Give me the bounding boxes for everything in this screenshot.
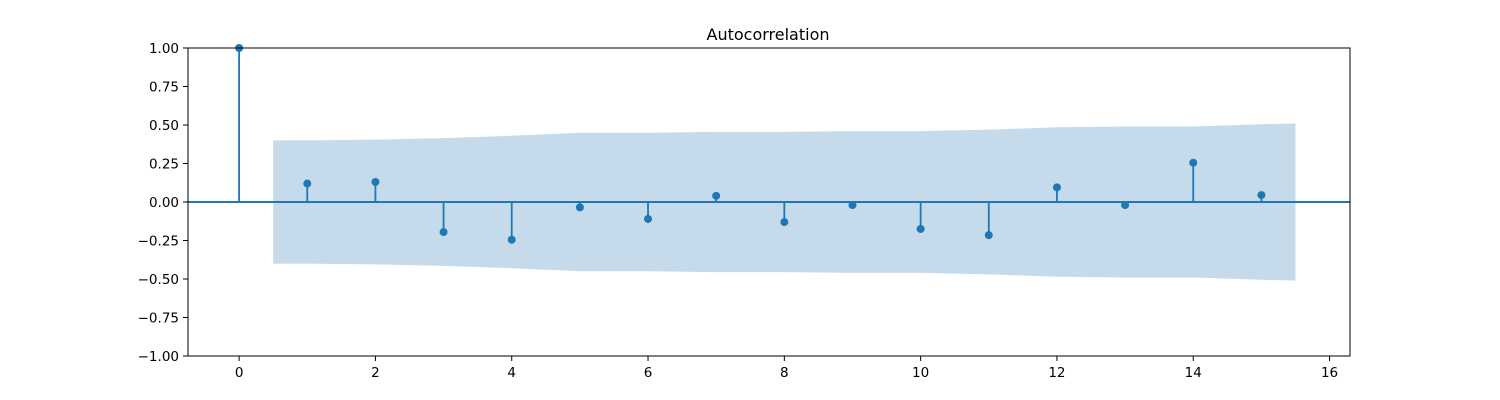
marker-lag-1 [303, 179, 312, 188]
marker-lag-8 [780, 218, 789, 227]
marker-lag-12 [1052, 183, 1061, 192]
marker-lag-10 [916, 224, 925, 233]
marker-lag-13 [1121, 201, 1130, 210]
x-tick-label-16: 16 [1321, 365, 1338, 381]
x-tick-label-4: 4 [507, 365, 516, 381]
y-tick-label-0: −1.00 [138, 349, 179, 365]
marker-lag-5 [575, 203, 584, 212]
ticks-layer: 0 2 4 6 8 10 12 14 16 −1.00 −0.75 −0.50 −0.25 0.00 0.2… [138, 41, 1339, 381]
marker-lag-3 [439, 228, 448, 237]
x-tick-label-6: 6 [644, 365, 653, 381]
y-tick-label-3: −0.25 [138, 234, 179, 250]
x-tick-label-8: 8 [780, 365, 789, 381]
y-tick-label-8: 1.00 [149, 41, 179, 57]
y-tick-label-2: −0.50 [138, 272, 179, 288]
marker-lag-6 [644, 214, 653, 223]
x-tick-label-14: 14 [1185, 365, 1202, 381]
x-tick-label-10: 10 [912, 365, 929, 381]
x-tick-label-12: 12 [1048, 365, 1065, 381]
markers-layer [235, 44, 1266, 244]
marker-lag-9 [848, 201, 857, 210]
marker-lag-7 [712, 191, 721, 200]
marker-lag-15 [1257, 191, 1266, 200]
y-tick-label-5: 0.25 [149, 157, 179, 173]
y-tick-label-6: 0.50 [149, 118, 179, 134]
marker-lag-11 [984, 231, 993, 240]
y-tick-label-7: 0.75 [149, 80, 179, 96]
y-tick-label-4: 0.00 [149, 195, 179, 211]
chart-title: Autocorrelation [707, 25, 830, 44]
marker-lag-14 [1189, 158, 1198, 167]
y-tick-label-1: −0.75 [138, 311, 179, 327]
x-tick-label-2: 2 [371, 365, 380, 381]
x-tick-label-0: 0 [235, 365, 244, 381]
marker-lag-4 [507, 235, 516, 244]
marker-lag-2 [371, 177, 380, 186]
